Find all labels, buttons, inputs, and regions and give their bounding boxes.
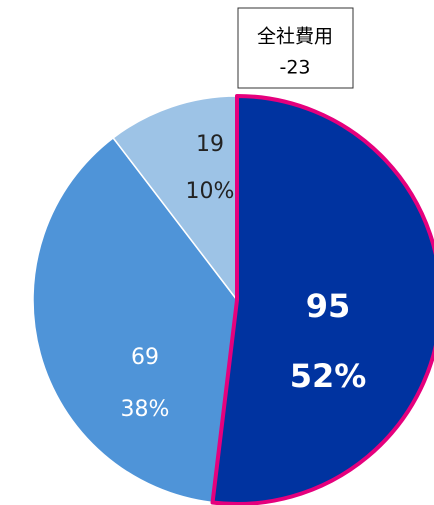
annotation-label: 全社費用 xyxy=(257,26,333,48)
percent-label: 10% xyxy=(186,179,235,204)
value-label: 19 xyxy=(196,132,224,157)
percent-label: 52% xyxy=(290,357,367,395)
percent-label: 38% xyxy=(121,397,170,422)
value-label: 69 xyxy=(131,345,159,370)
pie-slice xyxy=(210,94,434,505)
pie-slice xyxy=(112,95,238,301)
value-label: 95 xyxy=(306,287,351,325)
annotation-value: -23 xyxy=(279,57,310,79)
annotation-box xyxy=(237,7,354,89)
pie-slice xyxy=(32,137,238,504)
